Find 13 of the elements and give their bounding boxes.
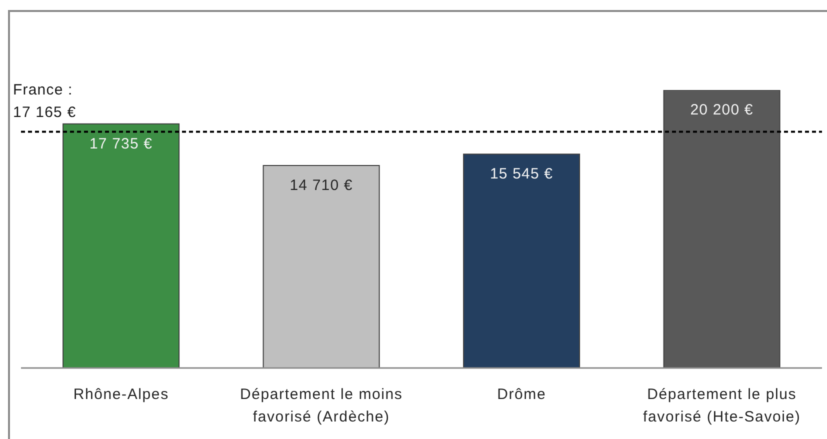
bar	[62, 123, 180, 368]
x-tick-label: Département le moins favorisé (Ardèche)	[240, 386, 403, 426]
x-tick-label: Rhône-Alpes	[73, 386, 169, 403]
data-label: 20 200 €	[690, 102, 754, 118]
data-label: 14 710 €	[290, 177, 353, 194]
x-tick-label: Drôme	[497, 386, 546, 403]
x-tick-label: Département le plus favorisé (Hte-Savoie)	[643, 386, 801, 426]
data-label: 15 545 €	[490, 166, 554, 183]
bar	[663, 90, 780, 368]
ref-line-label: France : 17 165 €	[13, 81, 76, 121]
data-label: 17 735 €	[89, 135, 153, 152]
bar	[463, 154, 580, 368]
bar	[262, 165, 380, 368]
